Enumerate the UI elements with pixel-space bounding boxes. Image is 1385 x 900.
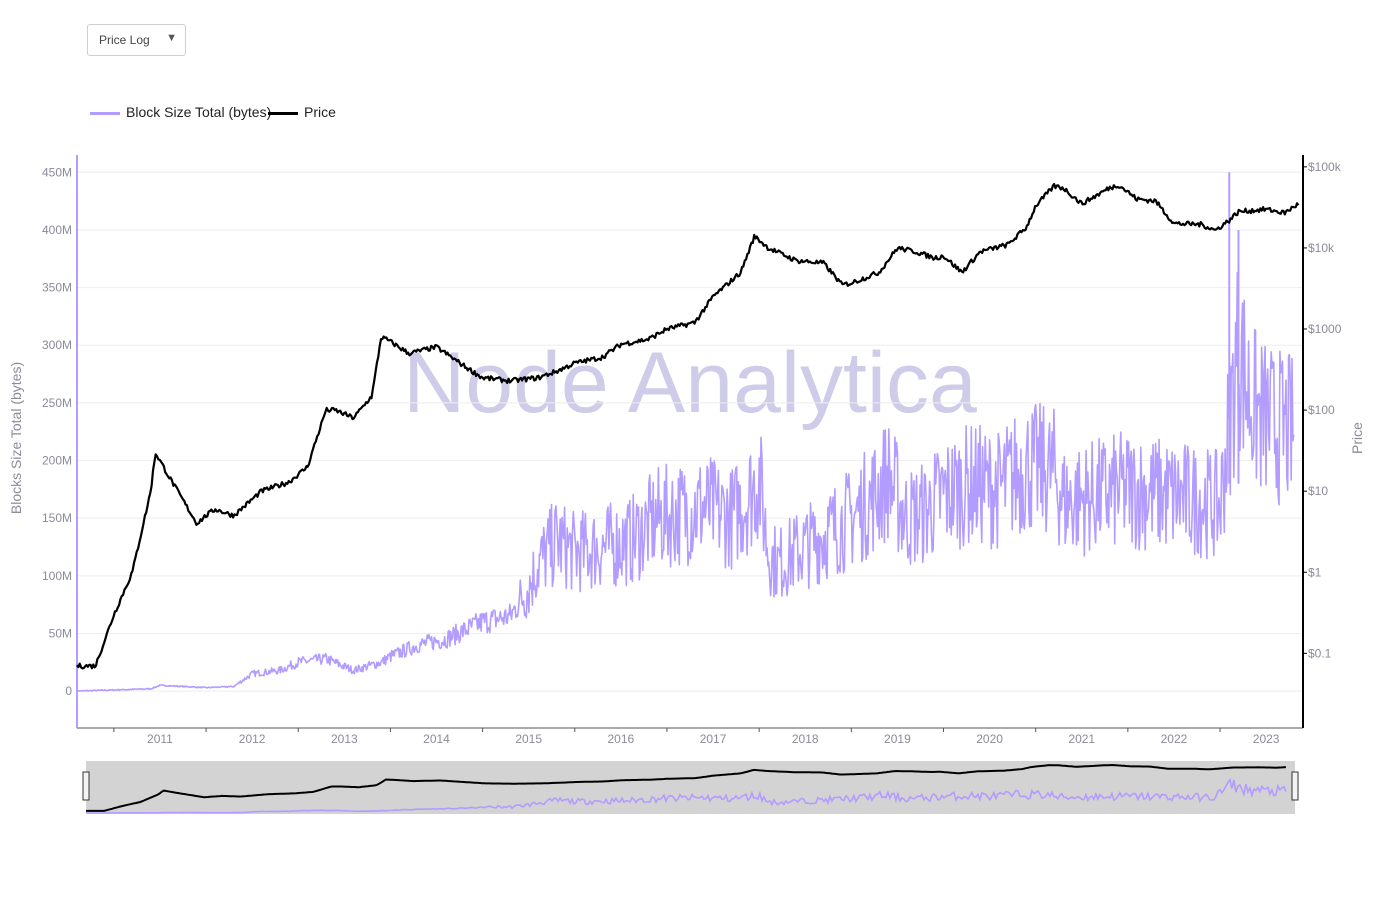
- legend-label-price: Price: [304, 104, 336, 120]
- price-scale-dropdown[interactable]: Price Log ▼: [87, 24, 186, 56]
- y-left-tick-label: 0: [65, 684, 72, 698]
- series-block-size-line: [76, 271, 1295, 692]
- y-left-tick-label: 200M: [42, 454, 72, 468]
- y-left-tick-label: 400M: [42, 223, 72, 237]
- y-left-tick-label: 300M: [42, 338, 72, 352]
- y-right-axis-title: Price: [1349, 422, 1365, 454]
- x-tick-label: 2022: [1161, 732, 1188, 746]
- y-right-tick-label: $10: [1308, 484, 1328, 498]
- legend-swatch-block-size: [90, 112, 120, 115]
- x-tick-label: 2013: [331, 732, 358, 746]
- x-tick-label: 2020: [976, 732, 1003, 746]
- x-tick-label: 2017: [700, 732, 727, 746]
- y-right-tick-label: $100: [1308, 403, 1335, 417]
- x-tick-label: 2015: [515, 732, 542, 746]
- y-right-tick-label: $100k: [1308, 160, 1342, 174]
- navigator-price-line: [86, 763, 1286, 812]
- y-left-tick-label: 100M: [42, 569, 72, 583]
- navigator-handle-right[interactable]: [1291, 771, 1299, 801]
- watermark-text: Node Analytica: [403, 335, 977, 431]
- y-left-axis-title: Blocks Size Total (bytes): [8, 362, 24, 514]
- x-tick-label: 2021: [1068, 732, 1095, 746]
- x-tick-label: 2012: [239, 732, 266, 746]
- x-tick-label: 2023: [1253, 732, 1280, 746]
- legend-swatch-price: [268, 112, 298, 115]
- y-left-tick-label: 250M: [42, 396, 72, 410]
- y-left-tick-label: 450M: [42, 165, 72, 179]
- y-left-tick-label: 350M: [42, 281, 72, 295]
- x-tick-label: 2011: [147, 732, 173, 746]
- y-right-tick-label: $1000: [1308, 322, 1342, 336]
- y-right-tick-label: $10k: [1308, 241, 1335, 255]
- x-tick-label: 2018: [792, 732, 819, 746]
- y-right-tick-label: $0.1: [1308, 646, 1332, 660]
- navigator-block-size-line: [86, 777, 1287, 814]
- caret-down-icon: ▼: [166, 32, 177, 44]
- series-price-line: [76, 182, 1300, 670]
- y-right-tick-label: $1: [1308, 565, 1322, 579]
- x-tick-label: 2014: [423, 732, 450, 746]
- dropdown-selected-value: Price Log: [99, 33, 150, 47]
- legend-label-block-size: Block Size Total (bytes): [126, 104, 272, 120]
- navigator-background: [86, 761, 1295, 814]
- y-left-tick-label: 150M: [42, 511, 72, 525]
- y-left-tick-label: 50M: [49, 626, 72, 640]
- navigator-handle-left[interactable]: [82, 771, 90, 801]
- x-tick-label: 2019: [884, 732, 911, 746]
- x-tick-label: 2016: [608, 732, 635, 746]
